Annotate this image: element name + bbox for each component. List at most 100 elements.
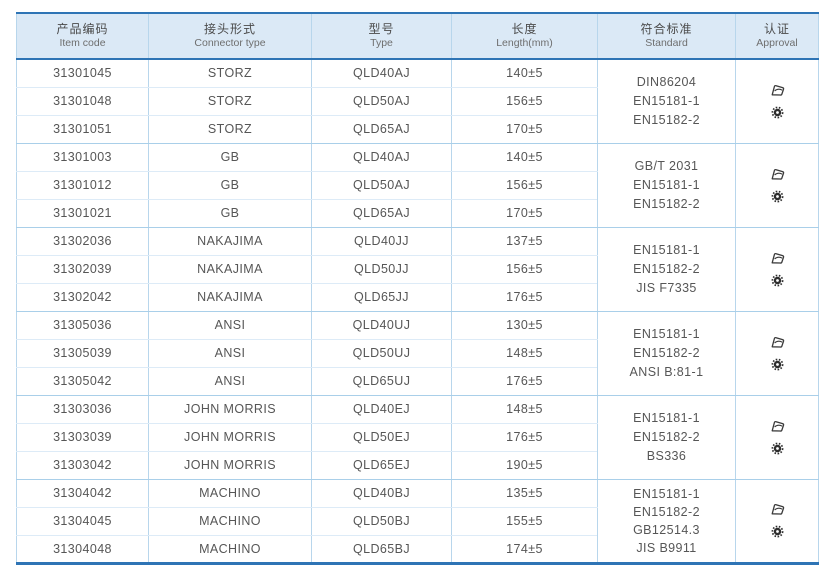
- cell-connector-type: ANSI: [148, 339, 312, 368]
- cell-approval: [735, 311, 819, 396]
- cell-length: 140±5: [451, 143, 598, 172]
- cell-length: 170±5: [451, 115, 598, 144]
- cell-type: QLD65BJ: [311, 535, 452, 564]
- wheel-seal-icon: [771, 358, 784, 371]
- cell-connector-type: ANSI: [148, 367, 312, 396]
- cell-type: QLD65JJ: [311, 283, 452, 312]
- cell-standards: DIN86204 EN15181-1 EN15182-2: [597, 59, 736, 144]
- table-row: 31301051 STORZ QLD65AJ 170±5: [16, 115, 819, 144]
- table-row: 31303039 JOHN MORRIS QLD50EJ 176±5: [16, 423, 819, 452]
- cell-item-code: 31304045: [16, 507, 149, 536]
- cell-type: QLD50JJ: [311, 255, 452, 284]
- table-row: 31305039 ANSI QLD50UJ 148±5: [16, 339, 819, 368]
- wheel-seal-icon: [771, 525, 784, 538]
- standard-line: EN15182-2: [633, 504, 700, 519]
- cell-type: QLD40AJ: [311, 59, 452, 88]
- cell-length: 130±5: [451, 311, 598, 340]
- wheel-seal-icon: [771, 190, 784, 203]
- table-row: 31305042 ANSI QLD65UJ 176±5: [16, 367, 819, 396]
- cell-item-code: 31303042: [16, 451, 149, 480]
- table-row: 31301045 STORZ QLD40AJ 140±5 DIN86204 EN15181…: [16, 59, 819, 144]
- cell-connector-type: GB: [148, 143, 312, 172]
- product-table: 产品编码 Item code 接头形式 Connector type 型号 Type 长度 L…: [16, 12, 819, 565]
- col-header-item-code: 产品编码 Item code: [16, 12, 149, 60]
- cert-logo-icon: [770, 84, 785, 97]
- table-row: 31303036 JOHN MORRIS QLD40EJ 148±5 EN15181-1…: [16, 395, 819, 480]
- col-header-length: 长度 Length(mm): [451, 12, 598, 60]
- cell-type: QLD50BJ: [311, 507, 452, 536]
- cell-length: 176±5: [451, 283, 598, 312]
- standard-line: EN15182-2: [633, 345, 700, 360]
- cell-type: QLD65UJ: [311, 367, 452, 396]
- cell-connector-type: NAKAJIMA: [148, 227, 312, 256]
- cell-length: 137±5: [451, 227, 598, 256]
- table-row: 31301048 STORZ QLD50AJ 156±5: [16, 87, 819, 116]
- standard-line: BS336: [646, 448, 687, 463]
- col-header-en-label: Standard: [645, 37, 688, 49]
- table-header: 产品编码 Item code 接头形式 Connector type 型号 Type 长度 L…: [16, 12, 819, 60]
- table-row: 31302042 NAKAJIMA QLD65JJ 176±5: [16, 283, 819, 312]
- table-body: 31301045 STORZ QLD40AJ 140±5 DIN86204 EN15181…: [16, 59, 819, 564]
- col-header-zh-label: 长度: [511, 22, 538, 36]
- cell-connector-type: ANSI: [148, 311, 312, 340]
- col-header-en-label: Approval: [756, 37, 798, 49]
- cell-type: QLD50UJ: [311, 339, 452, 368]
- table-row: 31304045 MACHINO QLD50BJ 155±5: [16, 507, 819, 536]
- col-header-approval: 认证 Approval: [735, 12, 819, 60]
- cell-connector-type: JOHN MORRIS: [148, 451, 312, 480]
- standard-line: GB/T 2031: [634, 158, 699, 173]
- standard-line: DIN86204: [636, 74, 697, 89]
- cell-approval: [735, 59, 819, 144]
- cell-connector-type: MACHINO: [148, 479, 312, 508]
- cell-length: 176±5: [451, 367, 598, 396]
- cell-approval: [735, 143, 819, 228]
- cell-item-code: 31301021: [16, 199, 149, 228]
- col-header-zh-label: 型号: [368, 22, 395, 36]
- cell-connector-type: JOHN MORRIS: [148, 423, 312, 452]
- cert-logo-icon: [770, 420, 785, 433]
- table-row: 31301003 GB QLD40AJ 140±5 GB/T 2031 EN15181-1…: [16, 143, 819, 228]
- standard-line: EN15181-1: [633, 486, 700, 501]
- standard-line: EN15181-1: [633, 410, 700, 425]
- cell-length: 156±5: [451, 255, 598, 284]
- table-row: 31304042 MACHINO QLD40BJ 135±5 EN15181-1 EN15…: [16, 479, 819, 564]
- cell-item-code: 31303036: [16, 395, 149, 424]
- cell-item-code: 31302036: [16, 227, 149, 256]
- cell-item-code: 31304042: [16, 479, 149, 508]
- cell-type: QLD65EJ: [311, 451, 452, 480]
- col-header-zh-label: 产品编码: [56, 22, 109, 36]
- cell-connector-type: STORZ: [148, 59, 312, 88]
- cert-logo-icon: [770, 336, 785, 349]
- cell-length: 135±5: [451, 479, 598, 508]
- cell-item-code: 31301003: [16, 143, 149, 172]
- cell-connector-type: GB: [148, 199, 312, 228]
- standard-line: GB12514.3: [633, 522, 700, 537]
- cell-approval: [735, 227, 819, 312]
- cell-item-code: 31301051: [16, 115, 149, 144]
- cell-item-code: 31305039: [16, 339, 149, 368]
- cell-item-code: 31302039: [16, 255, 149, 284]
- col-header-zh-label: 接头形式: [203, 22, 256, 36]
- cell-type: QLD50EJ: [311, 423, 452, 452]
- cert-logo-icon: [770, 252, 785, 265]
- standard-line: EN15182-2: [633, 429, 700, 444]
- standard-line: JIS B9911: [636, 540, 697, 555]
- cell-item-code: 31303039: [16, 423, 149, 452]
- cell-standards: EN15181-1 EN15182-2 JIS F7335: [597, 227, 736, 312]
- cert-logo-icon: [770, 168, 785, 181]
- table-row: 31304048 MACHINO QLD65BJ 174±5: [16, 535, 819, 564]
- cell-type: QLD40UJ: [311, 311, 452, 340]
- cell-type: QLD50AJ: [311, 87, 452, 116]
- cell-item-code: 31301048: [16, 87, 149, 116]
- standard-line: EN15182-2: [633, 196, 700, 211]
- standard-line: EN15182-2: [633, 112, 700, 127]
- col-header-en-label: Type: [370, 37, 393, 49]
- col-header-connector-type: 接头形式 Connector type: [148, 12, 312, 60]
- cell-item-code: 31301012: [16, 171, 149, 200]
- cell-type: QLD50AJ: [311, 171, 452, 200]
- standard-line: ANSI B:81-1: [629, 364, 704, 379]
- cell-type: QLD65AJ: [311, 199, 452, 228]
- table-row: 31303042 JOHN MORRIS QLD65EJ 190±5: [16, 451, 819, 480]
- cell-length: 140±5: [451, 59, 598, 88]
- col-header-type: 型号 Type: [311, 12, 452, 60]
